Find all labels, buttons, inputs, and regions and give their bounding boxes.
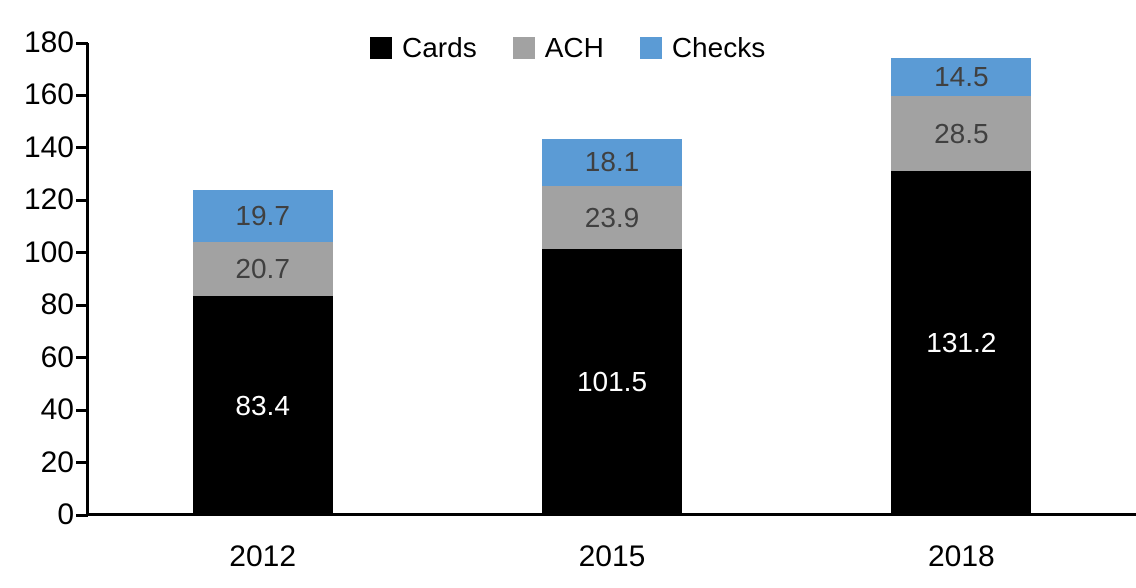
bar-value-label: 28.5 [934, 117, 989, 149]
y-axis-tick-label: 40 [40, 393, 74, 427]
chart-legend: Cards ACH Checks [370, 34, 765, 62]
bar-segment-cards-2012: 83.4 [192, 296, 333, 515]
x-axis-label-2012: 2012 [229, 540, 297, 573]
y-axis-tick-label: 0 [57, 498, 74, 531]
bar-value-label: 14.5 [934, 61, 989, 93]
bar-value-label: 23.9 [584, 201, 640, 233]
legend-swatch-icon [512, 37, 535, 59]
y-axis-tick [76, 93, 88, 97]
y-axis-tick [76, 513, 88, 517]
y-axis-tick-label: 100 [23, 235, 74, 269]
legend-swatch-icon [639, 37, 662, 59]
y-axis-tick-label: 140 [23, 130, 74, 164]
bar-segment-ach-2012: 20.7 [192, 242, 333, 297]
bar-segment-ach-2015: 23.9 [542, 186, 682, 249]
legend-item-checks: Checks [639, 32, 766, 63]
bar-value-label: 101.5 [576, 365, 648, 397]
bar-value-label: 131.2 [926, 326, 997, 358]
y-axis-tick [76, 251, 88, 255]
y-axis-tick-label: 60 [40, 340, 74, 374]
bar-segment-cards-2018: 131.2 [891, 170, 1032, 515]
x-axis-label-2015: 2015 [578, 540, 646, 573]
y-axis-tick-label: 180 [23, 26, 74, 59]
bar-value-label: 19.7 [235, 200, 290, 232]
y-axis-tick [76, 356, 88, 360]
legend-swatch-icon [370, 37, 392, 59]
bar-value-label: 83.4 [235, 389, 290, 421]
bar-value-label: 20.7 [235, 253, 290, 285]
y-axis-tick [76, 461, 88, 465]
y-axis-tick-label: 20 [40, 445, 74, 479]
legend-label: Checks [671, 32, 766, 63]
y-axis-tick [76, 408, 88, 412]
legend-label: ACH [544, 32, 604, 63]
legend-label: Cards [402, 32, 477, 63]
legend-item-ach: ACH [512, 32, 604, 63]
bar-segment-cards-2015: 101.5 [542, 248, 682, 515]
bar-segment-ach-2018: 28.5 [891, 96, 1032, 171]
legend-item-cards: Cards [370, 34, 477, 62]
bar-segment-checks-2015: 18.1 [542, 138, 682, 187]
y-axis-tick-label: 160 [23, 78, 74, 112]
y-axis-tick [76, 303, 88, 307]
bar-segment-checks-2012: 19.7 [192, 190, 333, 243]
y-axis-tick [76, 198, 88, 202]
y-axis-tick-label: 80 [40, 288, 74, 322]
x-axis-label-2018: 2018 [927, 540, 995, 573]
y-axis-tick [76, 146, 88, 150]
bar-value-label: 18.1 [584, 146, 640, 178]
y-axis-tick [76, 41, 88, 45]
y-axis-line [86, 43, 89, 515]
y-axis-tick-label: 120 [23, 183, 74, 217]
bar-segment-checks-2018: 14.5 [891, 58, 1032, 97]
